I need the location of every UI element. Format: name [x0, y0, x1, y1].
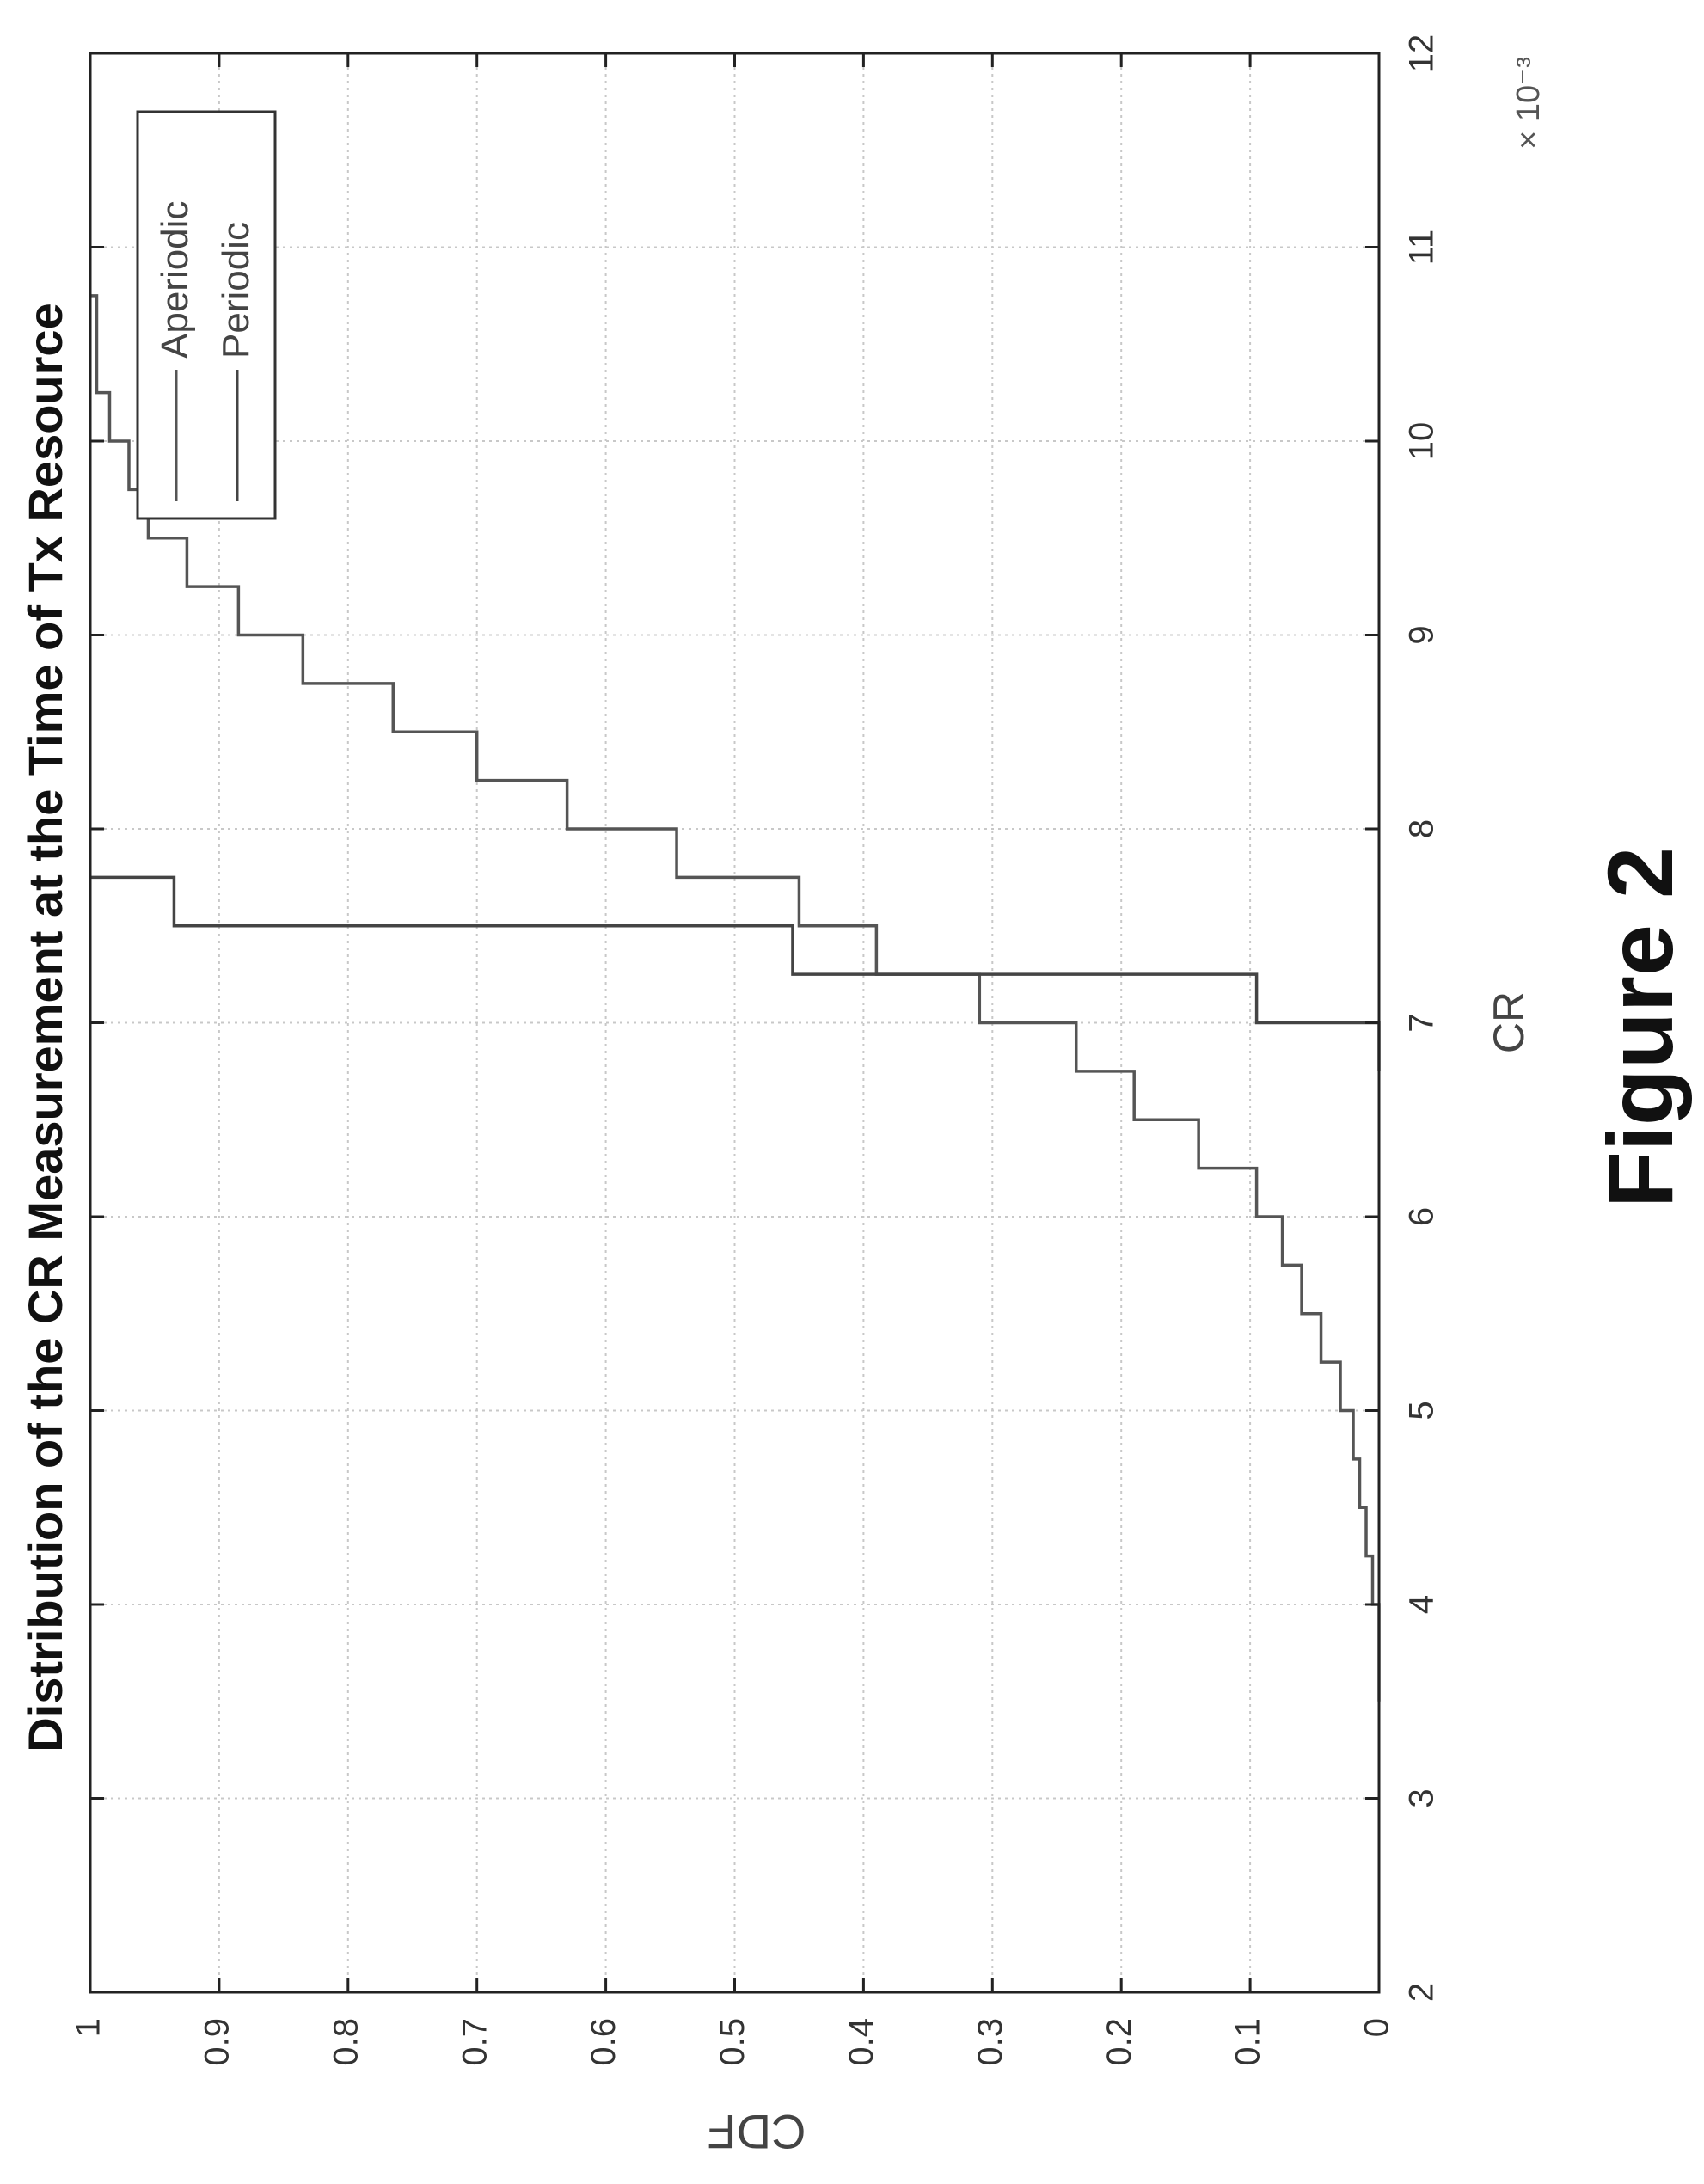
y-tick-label: 0.2	[1100, 2018, 1138, 2066]
y-tick-label: 0.7	[456, 2018, 493, 2066]
x-tick-label: 4	[1403, 1595, 1441, 1614]
x-tick-label: 3	[1403, 1788, 1441, 1807]
x-tick-label: 11	[1403, 230, 1441, 266]
y-tick-label: 0.8	[327, 2018, 365, 2066]
legend: Aperiodic Periodic	[136, 110, 277, 520]
legend-box	[136, 110, 277, 520]
x-axis-label: CR	[1485, 991, 1533, 1053]
axis-ticks	[89, 52, 1381, 1994]
y-tick-label: 0.4	[843, 2018, 880, 2066]
chart-title: Distribution of the CR Measurement at th…	[18, 303, 72, 1751]
y-tick-label: 0.6	[585, 2018, 622, 2066]
y-axis-label: CDF	[707, 2105, 806, 2159]
x-tick-label: 10	[1403, 422, 1441, 461]
grid-lines	[90, 53, 1379, 1992]
series-lines	[90, 294, 1381, 1702]
x-tick-label: 5	[1403, 1401, 1441, 1420]
x-tick-label: 8	[1403, 819, 1441, 838]
legend-label-aperiodic: Aperiodic	[154, 201, 196, 359]
figure-label: Figure 2	[1588, 847, 1692, 1208]
series-line-aperiodic	[90, 294, 1381, 1702]
series-line-periodic	[90, 875, 1381, 1071]
x-axis-exponent: × 10⁻³	[1511, 57, 1547, 150]
y-tick-label: 0.9	[198, 2018, 236, 2066]
y-tick-label: 0.1	[1229, 2018, 1267, 2066]
y-tick-label: 1	[70, 2018, 107, 2037]
y-tick-label: 0.3	[972, 2018, 1009, 2066]
y-tick-label: 0	[1358, 2018, 1396, 2037]
legend-label-periodic: Periodic	[215, 222, 257, 359]
axis-tick-labels: 2 3 4 5 6 7 8 9 10 11 12 0 0.1 0.2 0.3 0.4 0.5 0.6 0.7 0.8 0…	[70, 34, 1441, 2066]
x-tick-label: 6	[1403, 1207, 1441, 1226]
y-tick-label: 0.5	[714, 2018, 751, 2066]
x-tick-label: 12	[1403, 34, 1441, 73]
x-tick-label: 2	[1403, 1983, 1441, 2002]
x-tick-label: 7	[1403, 1013, 1441, 1032]
x-tick-label: 9	[1403, 625, 1441, 644]
